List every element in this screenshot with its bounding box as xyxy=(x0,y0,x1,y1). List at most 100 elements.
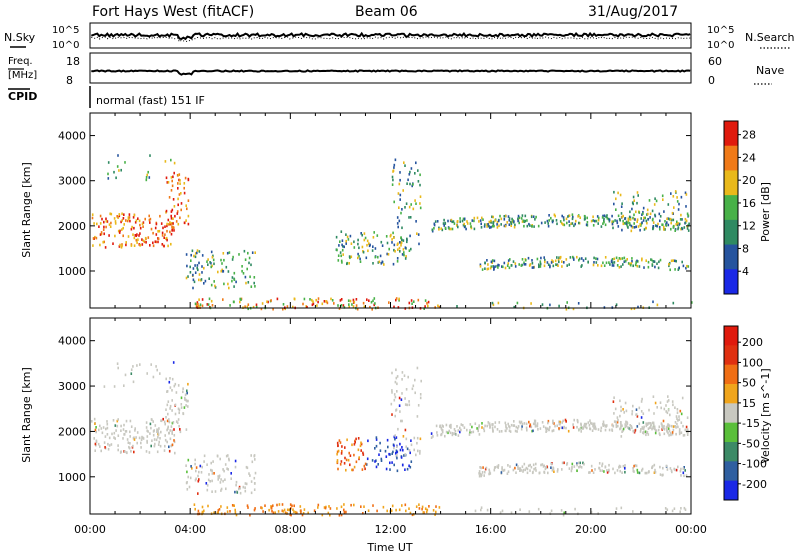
echo-cell xyxy=(219,457,221,461)
echo-cell xyxy=(552,260,554,263)
echo-cell xyxy=(548,428,550,432)
echo-cell xyxy=(191,249,194,253)
echo-cell xyxy=(584,217,586,221)
echo-cell xyxy=(424,299,427,302)
echo-cell xyxy=(552,419,554,423)
echo-cell xyxy=(148,218,151,222)
echo-cell xyxy=(171,222,173,225)
echo-cell xyxy=(654,401,657,405)
echo-cell xyxy=(185,253,188,256)
echo-cell xyxy=(523,224,525,228)
echo-cell xyxy=(357,252,359,256)
echo-cell xyxy=(362,512,364,515)
power-x-ticks xyxy=(89,113,692,308)
echo-cell xyxy=(672,218,675,222)
x-tick-label: 00:00 xyxy=(74,523,106,536)
echo-cell xyxy=(640,416,643,419)
echo-cell xyxy=(562,513,565,517)
echo-cell xyxy=(419,437,422,441)
echo-cell xyxy=(514,265,517,268)
echo-cell xyxy=(227,454,229,457)
echo-cell xyxy=(113,431,116,435)
echo-cell xyxy=(402,463,404,467)
echo-cell xyxy=(676,196,678,199)
echo-cell xyxy=(490,219,492,223)
echo-cell xyxy=(571,217,574,221)
echo-cell xyxy=(210,468,212,472)
echo-cell xyxy=(166,222,168,226)
echo-cell xyxy=(508,424,510,428)
echo-cell xyxy=(545,466,547,469)
echo-cell xyxy=(529,224,531,227)
echo-cell xyxy=(593,427,596,430)
echo-cell xyxy=(485,466,488,470)
echo-cell xyxy=(632,510,634,513)
echo-cell xyxy=(512,468,515,472)
echo-cell xyxy=(676,422,678,426)
echo-cell xyxy=(616,469,619,472)
echo-cell xyxy=(368,242,370,245)
echo-cell xyxy=(271,509,273,513)
echo-cell xyxy=(406,467,409,471)
echo-cell xyxy=(147,170,149,174)
echo-cell xyxy=(380,457,383,461)
echo-cell xyxy=(117,154,119,157)
echo-cell xyxy=(394,158,397,162)
echo-cell xyxy=(117,434,120,437)
echo-cell xyxy=(221,268,223,272)
echo-cell xyxy=(103,220,105,224)
echo-cell xyxy=(601,216,604,219)
echo-cell xyxy=(611,423,614,427)
nsky-trace xyxy=(90,31,691,41)
echo-cell xyxy=(542,425,545,428)
echo-cell xyxy=(196,249,199,252)
echo-cell xyxy=(534,466,537,470)
echo-cell xyxy=(391,183,394,186)
echo-cell xyxy=(678,202,680,206)
echo-cell xyxy=(156,450,159,454)
echo-cell xyxy=(517,214,520,218)
echo-cell xyxy=(373,303,375,307)
echo-cell xyxy=(613,190,615,194)
echo-cell xyxy=(507,262,509,265)
echo-cell xyxy=(253,454,256,457)
echo-cell xyxy=(622,427,625,431)
echo-cell xyxy=(194,264,196,267)
echo-cell xyxy=(378,453,380,456)
echo-cell xyxy=(570,222,572,225)
echo-cell xyxy=(541,303,544,306)
echo-cell xyxy=(396,375,399,378)
echo-cell xyxy=(343,503,345,506)
echo-cell xyxy=(336,248,338,252)
echo-cell xyxy=(211,479,213,483)
echo-cell xyxy=(536,422,539,425)
echo-cell xyxy=(393,446,395,450)
echo-cell xyxy=(203,460,205,463)
echo-cell xyxy=(222,479,224,483)
echo-cell xyxy=(339,251,342,254)
echo-cell xyxy=(445,430,448,434)
echo-cell xyxy=(166,224,168,228)
colorbar-tick-label: 100 xyxy=(742,356,763,369)
echo-cell xyxy=(415,202,417,205)
echo-cell xyxy=(197,479,200,483)
echo-cell xyxy=(164,434,166,437)
echo-cell xyxy=(407,375,409,379)
echo-cell xyxy=(650,258,652,261)
echo-cell xyxy=(647,422,649,425)
echo-cell xyxy=(622,222,625,226)
echo-cell xyxy=(500,430,503,433)
echo-cell xyxy=(672,226,675,229)
echo-cell xyxy=(230,472,232,475)
echo-cell xyxy=(340,513,343,517)
echo-cell xyxy=(613,257,616,261)
echo-cell xyxy=(685,425,688,429)
echo-cell xyxy=(288,508,291,512)
echo-cell xyxy=(544,260,546,264)
echo-cell xyxy=(605,215,607,219)
echo-cell xyxy=(437,304,439,308)
echo-cell xyxy=(225,454,228,458)
echo-cell xyxy=(450,218,453,222)
echo-cell xyxy=(580,466,583,469)
echo-cell xyxy=(582,259,585,262)
